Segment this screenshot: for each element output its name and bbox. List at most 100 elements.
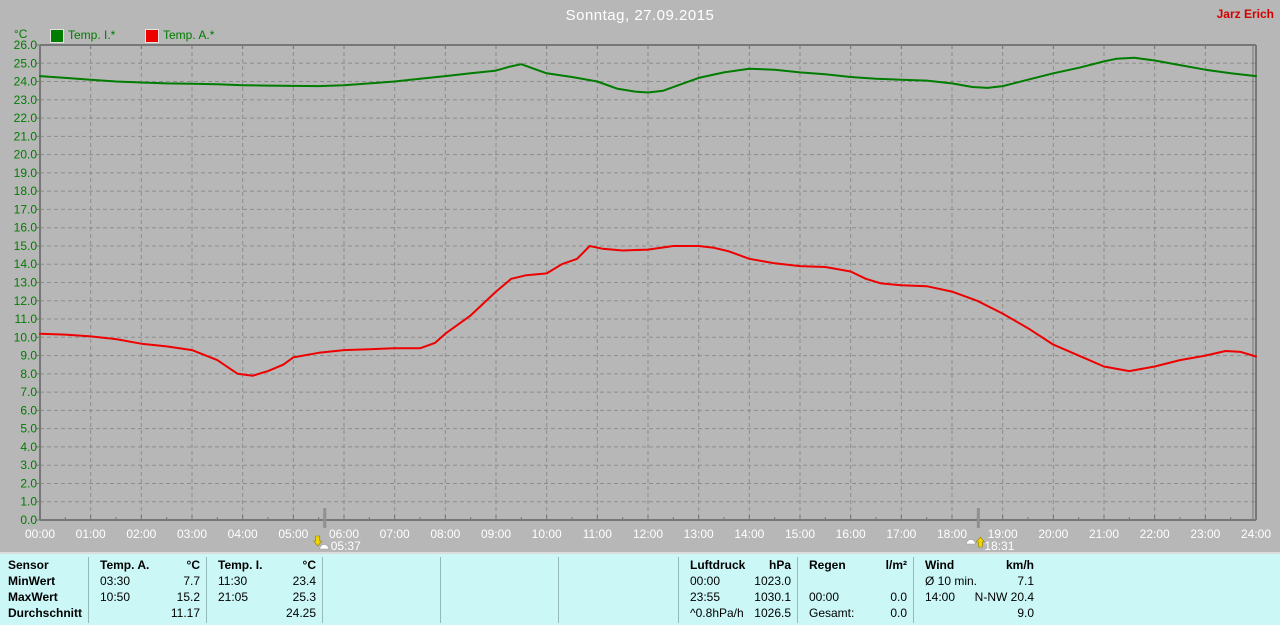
svg-text:14:00: 14:00 [734,527,764,541]
svg-text:11.0: 11.0 [15,312,38,326]
svg-text:9.0: 9.0 [20,349,37,363]
table-cell [447,573,452,589]
table-row [323,605,440,621]
table-cell: hPa [768,558,791,572]
svg-text:02:00: 02:00 [126,527,156,541]
table-cell: °C [302,558,316,572]
sunrise-icon [313,535,330,550]
svg-text:25.0: 25.0 [14,56,38,70]
table-cell: Regen [809,558,846,572]
svg-text:21:00: 21:00 [1089,527,1119,541]
table-cell [95,605,100,621]
svg-text:14.0: 14.0 [14,257,38,271]
table-cell [329,557,334,573]
table-col-empty-4 [558,557,678,623]
table-cell: Wind [925,558,955,572]
svg-text:13.0: 13.0 [14,276,38,290]
table-row: Ø 10 min. 7.1 [914,573,1040,589]
temp-i-legend-label: Temp. I.* [68,28,116,42]
table-row: ^0.8hPa/h 1026.5 [679,605,797,621]
chart-svg: 26.0 25.0 24.0 23.0 22.0 21.0 20.0 19.0 18.0 17.0… [14,38,1272,553]
x-axis-labels: 00:00 01:00 02:00 03:00 04:00 05:00 06:00 07:00… [25,527,1271,541]
svg-text:19.0: 19.0 [14,166,38,180]
table-row: 9.0 [914,605,1040,621]
svg-text:2.0: 2.0 [20,476,37,490]
svg-text:17:00: 17:00 [886,527,916,541]
table-cell: 9.0 [1017,606,1034,620]
table-cell: Temp. A. [100,558,150,572]
temp-i-legend-swatch [50,29,64,43]
table-row [798,573,913,589]
table-cell [213,605,218,621]
sunrise-marker: 05:37 [313,508,361,553]
sunset-time-label: 18:31 [984,539,1014,553]
svg-text:18.0: 18.0 [14,184,38,198]
svg-text:15.0: 15.0 [14,239,38,253]
table-cell: 14:00 [925,590,956,604]
svg-text:07:00: 07:00 [380,527,410,541]
table-row: Regen l/m² [798,557,913,573]
svg-text:16:00: 16:00 [836,527,866,541]
table-cell: Luftdruck [690,558,746,572]
table-cell: ^0.8hPa/h [690,606,744,620]
table-row: Luftdruck hPa [679,557,797,573]
table-cell [804,573,809,589]
svg-text:03:00: 03:00 [177,527,207,541]
table-row-label: MinWert [8,574,56,588]
table-row: 00:00 0.0 [798,589,913,605]
table-col-temp-a-: Temp. A. °C 03:30 7.7 10:50 15.2 11.17 [88,557,206,623]
svg-text:22.0: 22.0 [14,111,38,125]
svg-text:1.0: 1.0 [20,495,37,509]
temperature-chart: 26.0 25.0 24.0 23.0 22.0 21.0 20.0 19.0 18.0 17.0… [14,38,1272,553]
svg-text:04:00: 04:00 [228,527,258,541]
svg-text:20:00: 20:00 [1038,527,1068,541]
page-title: Sonntag, 27.09.2015 [565,7,715,24]
table-row [559,605,678,621]
table-row [441,573,558,589]
table-cell: 15.2 [176,590,200,604]
table-row [559,589,678,605]
table-row [323,557,440,573]
table-row-label: Sensor [8,558,49,572]
svg-text:24:00: 24:00 [1241,527,1271,541]
table-cell [565,605,570,621]
svg-text:6.0: 6.0 [20,403,37,417]
table-row: 11:30 23.4 [207,573,322,589]
svg-text:5.0: 5.0 [20,422,37,436]
y-axis-labels: 26.0 25.0 24.0 23.0 22.0 21.0 20.0 19.0 18.0 17.0… [14,38,38,527]
temp-a-legend-swatch [145,29,159,43]
table-row: 23:55 1030.1 [679,589,797,605]
temp-i-line [39,56,1257,94]
svg-text:16.0: 16.0 [14,221,38,235]
svg-text:26.0: 26.0 [14,38,38,52]
table-cell: l/m² [885,558,907,572]
table-row [441,605,558,621]
table-col-regen: Regen l/m² 00:00 0.0 Gesamt: 0.0 [797,557,913,623]
temp-a-legend-label: Temp. A.* [163,28,215,42]
table-cell [920,605,925,621]
table-row: 00:00 1023.0 [679,573,797,589]
table-cell: 1026.5 [754,606,791,620]
table-cell: 25.3 [292,590,316,604]
svg-text:23.0: 23.0 [14,93,38,107]
svg-text:20.0: 20.0 [14,148,38,162]
table-cell: km/h [1005,558,1034,572]
table-row: Wind km/h [914,557,1040,573]
svg-text:08:00: 08:00 [430,527,460,541]
chart-legend: °C Temp. I.* Temp. A.* [0,0,1280,46]
table-row: Gesamt: 0.0 [798,605,913,621]
table-row: 11.17 [89,605,206,621]
table-cell: N-NW 20.4 [974,590,1034,604]
sunset-marker: 18:31 [966,508,1015,553]
stats-table: Sensor MinWert MaxWert Durchschnitt Temp. A.… [0,552,1280,625]
sunset-icon [966,536,985,548]
svg-text:23:00: 23:00 [1190,527,1220,541]
table-cell: Gesamt: [809,606,855,620]
svg-text:11:00: 11:00 [583,527,612,541]
table-cell: 11:30 [218,574,248,588]
table-cell: 21:05 [218,590,249,604]
svg-text:21.0: 21.0 [14,129,38,143]
table-cell: 10:50 [100,590,131,604]
table-row: 03:30 7.7 [89,573,206,589]
table-col-empty-2 [322,557,440,623]
